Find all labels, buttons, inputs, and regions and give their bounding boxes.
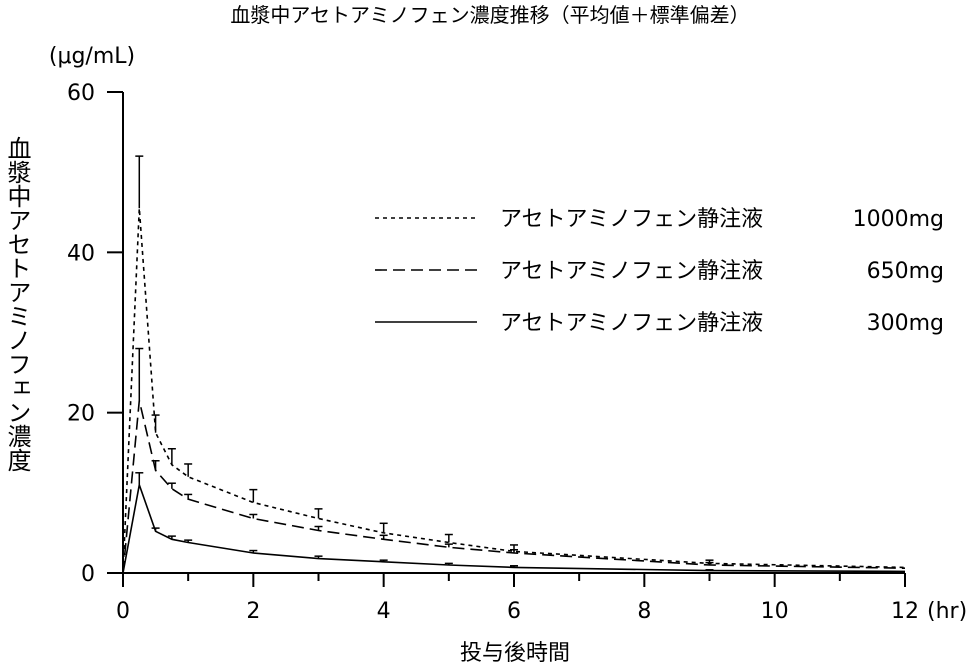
- series-layer: [122, 155, 906, 574]
- series-1000mg: [122, 155, 906, 574]
- series-line: [122, 400, 906, 574]
- x-tick-label: 6: [507, 599, 521, 624]
- series-line: [122, 208, 906, 574]
- y-tick-label: 20: [67, 402, 95, 427]
- x-tick-label: 10: [761, 599, 789, 624]
- y-tick-label: 40: [67, 241, 95, 266]
- legend-dose: 1000mg: [853, 207, 944, 232]
- chart-title: 血漿中アセトアミノフェン濃度推移（平均値＋標準偏差）: [230, 3, 749, 27]
- x-axis-unit: (hr): [927, 599, 967, 624]
- series-650mg: [122, 347, 906, 574]
- axes: 0 20 40 60 0 2 4 6 8 10 12 (hr): [67, 81, 967, 624]
- x-tick-label: 4: [377, 599, 391, 624]
- legend-label: アセトアミノフェン静注液: [500, 259, 763, 284]
- y-axis-label: 血漿中アセトアミノフェン濃度: [3, 136, 31, 472]
- legend-dose: 650mg: [867, 259, 944, 284]
- x-tick-label: 8: [637, 599, 651, 624]
- x-tick-label: 2: [246, 599, 260, 624]
- legend-label: アセトアミノフェン静注液: [500, 207, 763, 232]
- series-300mg: [122, 472, 906, 574]
- legend-label: アセトアミノフェン静注液: [500, 311, 763, 336]
- y-tick-label: 60: [67, 81, 95, 106]
- y-axis-unit: (μg/mL): [49, 44, 135, 69]
- x-tick-label: 12: [891, 599, 919, 624]
- series-line: [122, 481, 906, 574]
- legend: アセトアミノフェン静注液 1000mg アセトアミノフェン静注液 650mg アセトアミ…: [375, 207, 944, 336]
- x-tick-label: 0: [116, 599, 130, 624]
- x-axis-label: 投与後時間: [460, 641, 570, 666]
- y-tick-label: 0: [81, 562, 95, 587]
- legend-dose: 300mg: [867, 311, 944, 336]
